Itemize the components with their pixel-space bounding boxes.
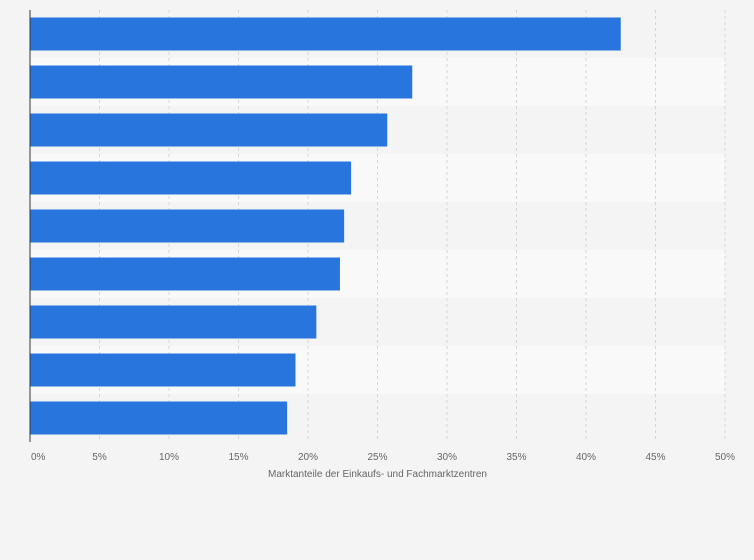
bar[interactable]	[30, 353, 296, 387]
bar[interactable]	[30, 305, 317, 339]
bar[interactable]	[30, 161, 352, 195]
bar[interactable]	[30, 401, 288, 435]
bar[interactable]	[30, 17, 621, 51]
x-axis-ticks: 0% 5% 10% 15% 20% 25% 30% 35% 40% 45% 50%	[31, 452, 735, 463]
x-tick-label: 25%	[367, 452, 387, 463]
x-tick-label: 0%	[31, 452, 46, 463]
x-tick-label: 10%	[159, 452, 179, 463]
x-tick-label: 30%	[437, 452, 457, 463]
x-tick-label: 40%	[576, 452, 596, 463]
x-tick-label: 35%	[506, 452, 526, 463]
bar[interactable]	[30, 209, 345, 243]
x-tick-label: 15%	[228, 452, 248, 463]
bar[interactable]	[30, 113, 388, 147]
x-tick-label: 5%	[92, 452, 107, 463]
x-tick-label: 20%	[298, 452, 318, 463]
bar[interactable]	[30, 257, 340, 291]
x-tick-label: 50%	[715, 452, 735, 463]
x-tick-label: 45%	[645, 452, 665, 463]
bars	[30, 17, 621, 435]
x-axis-title: Marktanteile der Einkaufs- und Fachmarkt…	[268, 469, 487, 480]
bar[interactable]	[30, 65, 413, 99]
